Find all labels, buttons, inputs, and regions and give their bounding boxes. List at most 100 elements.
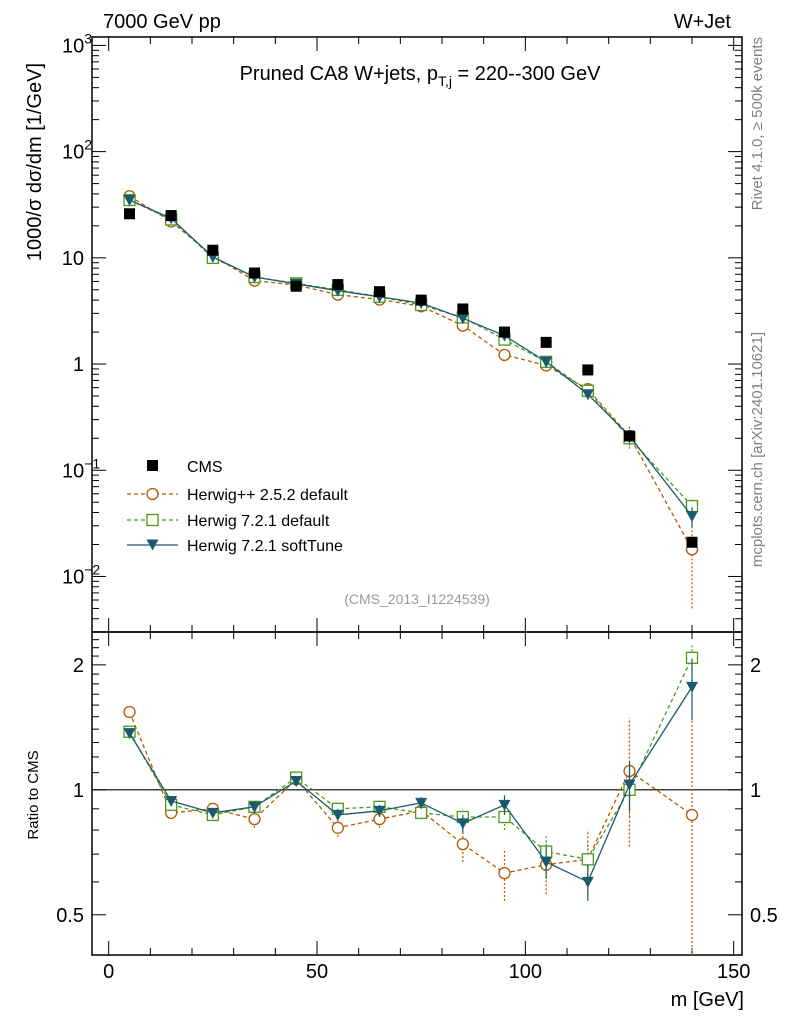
- legend-marker-softtune: [146, 539, 159, 551]
- point-softtune: [540, 857, 553, 869]
- ratio-y-tick-label-left: 0.5: [56, 905, 84, 927]
- point-herwigpp: [123, 705, 136, 719]
- point-cms: [457, 303, 469, 315]
- mcplots-label: mcplots.cern.ch [arXiv:2401.10621]: [749, 332, 766, 567]
- point-softtune: [165, 795, 178, 807]
- main-data: [123, 190, 699, 609]
- legend-marker-cms: [147, 460, 158, 471]
- header-left: 7000 GeV pp: [103, 11, 221, 33]
- point-herwig721: [581, 853, 594, 866]
- y-tick-label: 102: [62, 137, 92, 164]
- point-softtune: [581, 389, 594, 401]
- point-softtune: [581, 876, 594, 888]
- ratio-panel: Ratio to CMS m [GeV] 0 50 100 150 0.5 0.5 1 1 2 2: [25, 37, 778, 1011]
- ratio-y-tick-label-left: 1: [73, 780, 84, 802]
- line-herwigpp: [128, 711, 693, 874]
- ratio-data: [123, 645, 699, 955]
- series-herwig721: [123, 645, 699, 879]
- point-cms: [374, 286, 385, 298]
- point-softtune: [456, 818, 469, 830]
- legend-entry-herwigpp: Herwig++ 2.5.2 default: [127, 487, 349, 504]
- x-tick-label: 100: [509, 961, 542, 983]
- point-softtune: [415, 797, 428, 809]
- x-tick-label: 50: [306, 961, 328, 983]
- point-herwig721: [415, 806, 428, 820]
- y-tick-label: 10−2: [62, 561, 100, 588]
- ratio-ticks: 0 50 100 150 0.5 0.5 1 1 2 2: [56, 37, 778, 983]
- point-softtune: [373, 805, 386, 817]
- point-cms: [499, 326, 510, 338]
- point-softtune: [331, 809, 344, 821]
- point-cms: [290, 280, 302, 292]
- line-herwig721: [129, 199, 693, 507]
- main-panel: Pruned CA8 W+jets, pT,j = 220--300 GeV 1…: [24, 30, 743, 633]
- point-cms: [124, 208, 135, 220]
- point-cms: [207, 244, 219, 256]
- legend-label-softtune: Herwig 7.2.1 softTune: [187, 538, 343, 555]
- point-herwigpp: [331, 821, 344, 834]
- header-right: W+Jet: [674, 11, 732, 33]
- series-herwigpp: [123, 705, 699, 955]
- y-tick-label: 103: [62, 30, 92, 57]
- series-cms: [124, 208, 698, 548]
- line-herwig721: [128, 657, 693, 861]
- legend-label-cms: CMS: [187, 459, 223, 476]
- point-herwigpp: [685, 808, 699, 822]
- point-softtune: [290, 776, 303, 788]
- ratio-y-label: Ratio to CMS: [25, 750, 42, 839]
- point-softtune: [248, 801, 261, 813]
- point-herwigpp: [498, 866, 511, 880]
- main-ticks: 10−2 10−1 1 10 102 103: [62, 30, 742, 633]
- legend-label-herwig721: Herwig 7.2.1 default: [187, 513, 330, 530]
- point-cms: [540, 336, 552, 348]
- x-tick-label: 150: [717, 961, 750, 983]
- main-title-sub: T,j: [438, 73, 452, 89]
- main-title-suffix: = 220--300 GeV: [452, 63, 601, 85]
- ratio-y-tick-label-right: 1: [750, 780, 761, 802]
- main-title: Pruned CA8 W+jets, pT,j = 220--300 GeV: [240, 63, 602, 89]
- point-cms: [249, 267, 260, 279]
- y-tick-label: 1: [73, 354, 84, 376]
- point-herwigpp: [498, 348, 511, 362]
- point-softtune: [686, 511, 698, 523]
- point-softtune: [206, 807, 219, 819]
- point-cms: [624, 430, 635, 442]
- series-softtune: [123, 658, 698, 901]
- x-axis-label: m [GeV]: [671, 989, 744, 1011]
- point-softtune: [540, 356, 553, 368]
- legend-entry-cms: CMS: [147, 459, 223, 476]
- y-tick-label: 10−1: [62, 455, 100, 482]
- point-softtune: [456, 313, 469, 325]
- x-tick-label: 0: [103, 961, 114, 983]
- point-softtune: [623, 779, 636, 791]
- point-softtune: [123, 728, 136, 740]
- legend-marker-herwig721: [146, 513, 159, 527]
- y-axis-label: 1000/σ dσ/dm [1/GeV]: [24, 63, 46, 261]
- analysis-id: (CMS_2013_I1224539): [344, 591, 490, 607]
- point-softtune: [123, 195, 136, 207]
- point-herwigpp: [456, 837, 469, 851]
- point-cms: [582, 364, 594, 376]
- legend: CMS Herwig++ 2.5.2 default Herwig 7.2.1 …: [127, 459, 349, 555]
- point-cms: [686, 536, 698, 548]
- legend-entry-softtune: Herwig 7.2.1 softTune: [127, 538, 343, 555]
- legend-label-herwigpp: Herwig++ 2.5.2 default: [187, 487, 349, 504]
- line-softtune: [129, 199, 693, 517]
- rivet-label: Rivet 4.1.0, ≥ 500k events: [749, 37, 766, 210]
- legend-marker-herwigpp: [146, 487, 159, 501]
- point-softtune: [686, 681, 698, 693]
- ratio-y-tick-label-right: 2: [750, 655, 761, 677]
- point-softtune: [498, 799, 511, 811]
- line-softtune: [128, 686, 693, 883]
- point-herwigpp: [248, 812, 261, 826]
- point-cms: [415, 294, 427, 306]
- point-cms: [165, 210, 177, 222]
- point-cms: [332, 279, 344, 291]
- ratio-frame: [91, 631, 743, 956]
- ratio-y-tick-label-left: 2: [73, 655, 84, 677]
- legend-entry-herwig721: Herwig 7.2.1 default: [127, 513, 330, 530]
- main-title-prefix: Pruned CA8 W+jets, p: [240, 63, 438, 85]
- y-tick-label: 10: [62, 248, 84, 270]
- ratio-y-tick-label-right: 0.5: [750, 905, 778, 927]
